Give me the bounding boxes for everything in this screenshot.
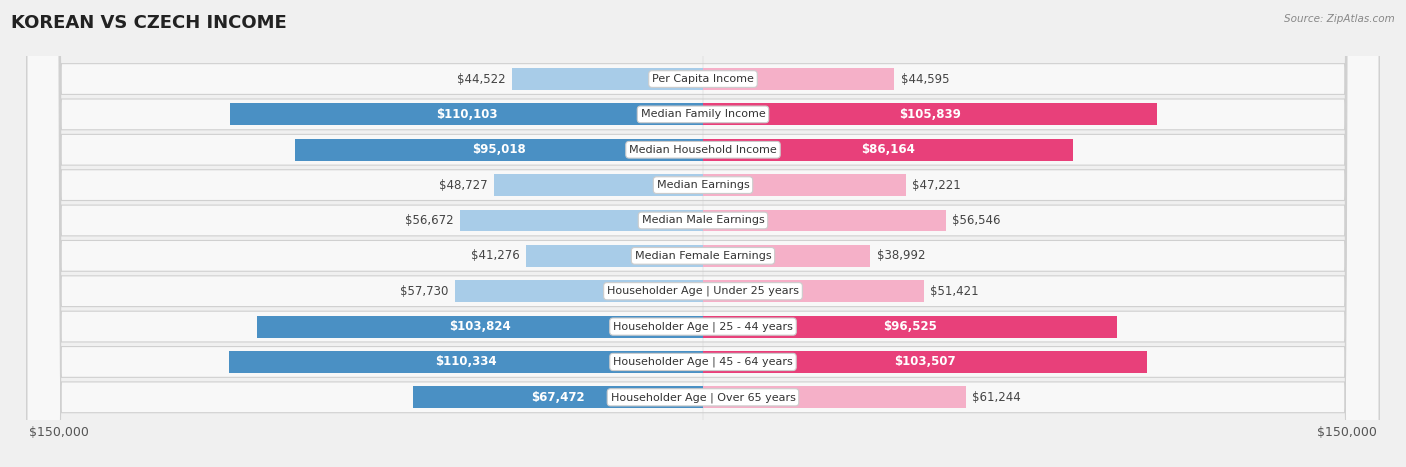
Text: KOREAN VS CZECH INCOME: KOREAN VS CZECH INCOME xyxy=(11,14,287,32)
Text: Median Household Income: Median Household Income xyxy=(628,145,778,155)
Bar xyxy=(703,68,894,90)
Text: Per Capita Income: Per Capita Income xyxy=(652,74,754,84)
Bar xyxy=(413,386,703,408)
FancyBboxPatch shape xyxy=(27,0,1379,467)
Bar xyxy=(703,139,1073,161)
FancyBboxPatch shape xyxy=(27,0,1379,467)
Text: $86,164: $86,164 xyxy=(860,143,915,156)
Text: Householder Age | 45 - 64 years: Householder Age | 45 - 64 years xyxy=(613,357,793,367)
Bar xyxy=(703,280,924,302)
Bar xyxy=(456,280,703,302)
Bar xyxy=(703,245,870,267)
Bar xyxy=(231,103,703,125)
FancyBboxPatch shape xyxy=(27,0,1379,467)
Text: Householder Age | Over 65 years: Householder Age | Over 65 years xyxy=(610,392,796,403)
Text: $103,824: $103,824 xyxy=(450,320,510,333)
Text: $56,546: $56,546 xyxy=(952,214,1001,227)
Text: $95,018: $95,018 xyxy=(472,143,526,156)
Bar xyxy=(512,68,703,90)
Bar xyxy=(703,386,966,408)
Text: $38,992: $38,992 xyxy=(877,249,925,262)
FancyBboxPatch shape xyxy=(27,0,1379,467)
Text: $61,244: $61,244 xyxy=(973,391,1021,404)
FancyBboxPatch shape xyxy=(27,0,1379,467)
Text: $51,421: $51,421 xyxy=(931,285,979,298)
FancyBboxPatch shape xyxy=(27,0,1379,467)
FancyBboxPatch shape xyxy=(27,0,1379,467)
Bar xyxy=(703,174,905,196)
Bar xyxy=(703,103,1157,125)
FancyBboxPatch shape xyxy=(27,0,1379,467)
Bar xyxy=(494,174,703,196)
Bar xyxy=(295,139,703,161)
Text: $105,839: $105,839 xyxy=(900,108,962,121)
Text: $44,595: $44,595 xyxy=(901,72,949,85)
Bar xyxy=(460,210,703,232)
Bar xyxy=(703,316,1118,338)
Text: $57,730: $57,730 xyxy=(401,285,449,298)
Bar xyxy=(229,351,703,373)
Text: Median Female Earnings: Median Female Earnings xyxy=(634,251,772,261)
Text: $110,103: $110,103 xyxy=(436,108,498,121)
Text: $56,672: $56,672 xyxy=(405,214,453,227)
Text: $47,221: $47,221 xyxy=(912,178,960,191)
Text: $67,472: $67,472 xyxy=(531,391,585,404)
Text: $41,276: $41,276 xyxy=(471,249,519,262)
Text: Median Earnings: Median Earnings xyxy=(657,180,749,190)
Text: Householder Age | Under 25 years: Householder Age | Under 25 years xyxy=(607,286,799,297)
Text: Householder Age | 25 - 44 years: Householder Age | 25 - 44 years xyxy=(613,321,793,332)
Bar xyxy=(257,316,703,338)
Text: Median Male Earnings: Median Male Earnings xyxy=(641,215,765,226)
Text: $44,522: $44,522 xyxy=(457,72,505,85)
Text: $103,507: $103,507 xyxy=(894,355,956,368)
Text: Source: ZipAtlas.com: Source: ZipAtlas.com xyxy=(1284,14,1395,24)
Text: Median Family Income: Median Family Income xyxy=(641,109,765,120)
Bar xyxy=(703,351,1147,373)
FancyBboxPatch shape xyxy=(27,0,1379,467)
Text: $110,334: $110,334 xyxy=(436,355,496,368)
Text: $48,727: $48,727 xyxy=(439,178,488,191)
Bar xyxy=(526,245,703,267)
Bar xyxy=(703,210,946,232)
Text: $96,525: $96,525 xyxy=(883,320,938,333)
FancyBboxPatch shape xyxy=(27,0,1379,467)
